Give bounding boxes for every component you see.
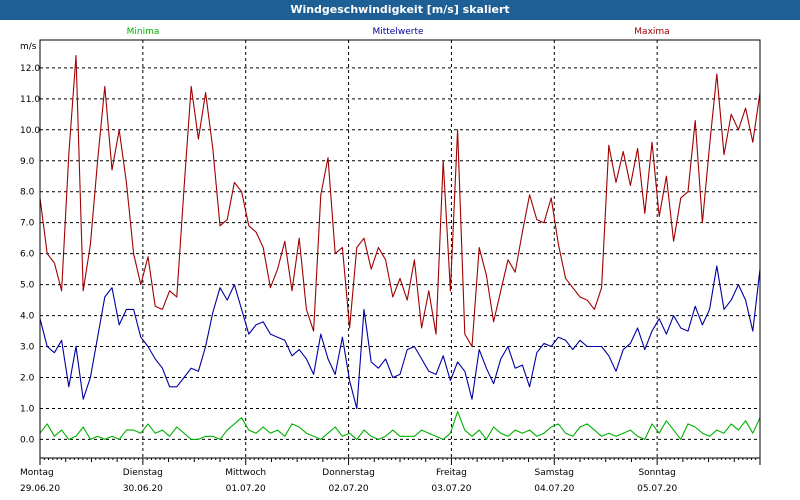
grid [40,40,760,458]
series-line-minima [39,411,761,440]
y-tick-label: 12.0 [20,64,40,74]
x-date-label: 03.07.20 [431,484,471,494]
y-tick-label: 2.0 [20,373,35,383]
y-tick-label: 3.0 [20,343,35,353]
x-day-label: Mittwoch [225,468,266,478]
y-tick-label: 5.0 [20,281,35,291]
x-day-label: Dienstag [123,468,163,478]
plot-border [39,39,761,459]
x-day-label: Samstag [535,468,574,478]
x-date-label: 04.07.20 [534,484,574,494]
y-tick-label: 9.0 [20,157,35,167]
x-day-label: Freitag [436,468,467,478]
x-date-label: 05.07.20 [637,484,677,494]
window-title: Windgeschwindigkeit [m/s] skaliert [0,0,800,20]
x-date-label: 29.06.20 [20,484,60,494]
wind-speed-chart: Minima Mittelwerte Maxima m/s 0.0 1.0 2.0 3.0… [20,27,761,494]
y-tick-label: 6.0 [20,250,35,260]
y-tick-label: 1.0 [20,404,35,414]
legend-maxima: Maxima [634,27,669,37]
x-date-label: 30.06.20 [123,484,163,494]
y-axis-ticks: 0.0 1.0 2.0 3.0 4.0 5.0 6.0 7.0 8.0 9.0 10.0 11.0 12… [20,64,40,446]
x-date-label: 02.07.20 [329,484,369,494]
series-lines [39,54,761,440]
plot-frame [39,39,761,459]
legend: Minima Mittelwerte Maxima [127,27,670,37]
x-day-label: Montag [20,468,54,478]
y-tick-label: 10.0 [20,126,40,136]
x-day-label: Donnerstag [322,468,375,478]
series-line-maxima [39,54,761,348]
y-tick-label: 8.0 [20,188,35,198]
x-axis-ticks: Montag 29.06.20 Dienstag 30.06.20 Mittwoch 01… [20,458,761,494]
y-tick-label: 0.0 [20,435,35,445]
y-tick-label: 7.0 [20,219,35,229]
y-tick-label: 4.0 [20,312,35,322]
x-date-label: 01.07.20 [226,484,266,494]
y-tick-label: 11.0 [20,95,40,105]
legend-mittelwerte: Mittelwerte [372,27,423,37]
x-day-label: Sonntag [638,468,675,478]
y-axis-unit: m/s [20,42,37,52]
series-line-mittelwerte [39,265,761,410]
unit-label: m/s [20,42,37,52]
legend-minima: Minima [127,27,160,37]
